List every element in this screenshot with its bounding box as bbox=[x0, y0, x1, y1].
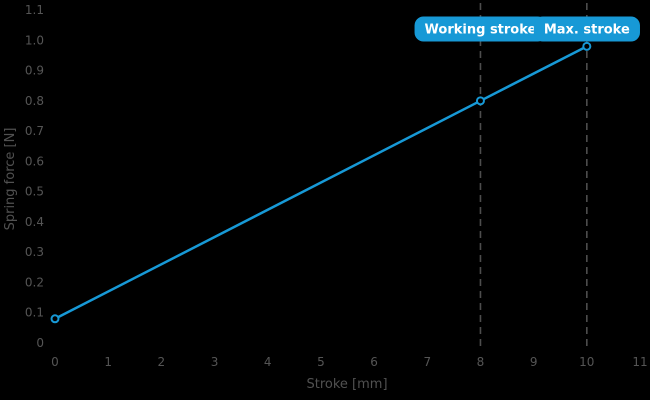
y-tick-label: 0.6 bbox=[25, 154, 44, 168]
y-tick-label: 0.9 bbox=[25, 64, 44, 78]
x-tick-label: 11 bbox=[632, 355, 647, 369]
y-tick-label: 1.0 bbox=[25, 33, 44, 47]
x-tick-label: 3 bbox=[211, 355, 219, 369]
x-tick-label: 5 bbox=[317, 355, 325, 369]
data-line bbox=[53, 45, 589, 321]
y-tick-label: 1.1 bbox=[25, 3, 44, 17]
y-tick-label: 0.5 bbox=[25, 185, 44, 199]
y-tick-label: 0.4 bbox=[25, 215, 44, 229]
x-tick-label: 6 bbox=[370, 355, 378, 369]
y-tick-label: 0.8 bbox=[25, 94, 44, 108]
x-tick-label: 9 bbox=[530, 355, 538, 369]
series-line bbox=[50, 41, 592, 324]
annotation-box bbox=[414, 16, 547, 42]
x-tick-label: 4 bbox=[264, 355, 272, 369]
x-tick-label: 7 bbox=[423, 355, 431, 369]
guide-lines bbox=[479, 3, 588, 350]
x-tick-label: 8 bbox=[477, 355, 485, 369]
y-tick-label: 0 bbox=[36, 336, 44, 350]
annotation-label: Max. stroke bbox=[544, 23, 630, 38]
x-axis-title: Stroke [mm] bbox=[306, 377, 387, 392]
data-point-marker bbox=[582, 41, 592, 51]
x-tick-label: 2 bbox=[158, 355, 166, 369]
annotation-box bbox=[533, 16, 640, 42]
data-point-marker bbox=[50, 314, 60, 324]
data-point-marker bbox=[475, 96, 485, 106]
x-tick-label: 10 bbox=[579, 355, 594, 369]
annotation-label: Working stroke bbox=[425, 23, 537, 38]
y-tick-label: 0.7 bbox=[25, 124, 44, 138]
y-axis-title: Spring force [N] bbox=[3, 128, 18, 231]
x-tick-label: 0 bbox=[51, 355, 59, 369]
x-axis-tick-labels: 0 1 2 3 4 5 6 7 8 9 10 11 bbox=[51, 355, 647, 369]
y-tick-label: 0.2 bbox=[25, 275, 44, 289]
y-tick-label: 0.1 bbox=[25, 306, 44, 320]
y-axis-tick-labels: 0 0.1 0.2 0.3 0.4 0.5 0.6 0.7 0.8 0.9 1.0 1.1 bbox=[25, 3, 44, 350]
x-tick-label: 1 bbox=[104, 355, 112, 369]
annotation-flags: Working stroke Max. stroke bbox=[414, 16, 640, 42]
y-tick-label: 0.3 bbox=[25, 245, 44, 259]
